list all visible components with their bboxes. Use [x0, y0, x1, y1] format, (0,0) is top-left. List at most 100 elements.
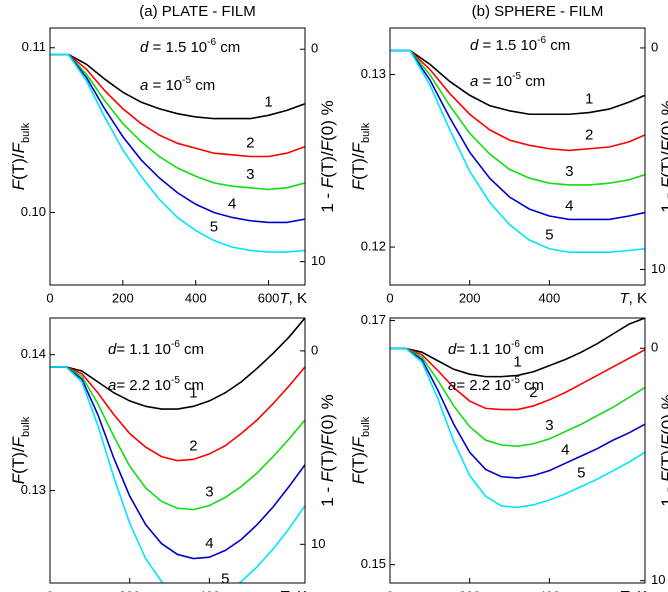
- series-label: 1: [189, 384, 197, 401]
- series-label: 3: [545, 417, 553, 434]
- y2-axis-label-part: F: [318, 470, 337, 482]
- x-axis-label-part: , K: [289, 290, 307, 307]
- series-line: [390, 318, 645, 378]
- plot-frame: [389, 317, 646, 584]
- y-tick-label: 0.15: [361, 556, 386, 571]
- annotation-sup: -6: [171, 339, 180, 350]
- series-line: [50, 366, 305, 583]
- y-tick-label: 0.17: [361, 312, 386, 327]
- y-axis-label-part: F: [349, 472, 368, 484]
- y-axis-label-part: bulk: [20, 416, 32, 437]
- plot-frame: [389, 27, 646, 286]
- series-label: 5: [545, 227, 553, 244]
- x-axis-label: T, K: [619, 588, 647, 592]
- x-tick-label: 200: [459, 290, 481, 305]
- y-axis-label-part: bulk: [360, 416, 372, 437]
- annotation-unit: cm: [546, 37, 570, 54]
- annotation: d= 1.1 10-6 cm: [448, 339, 544, 358]
- y2-tick-label: 0: [651, 39, 658, 54]
- y-axis-label-part: (T)/: [9, 153, 28, 180]
- x-axis-label-part: , K: [629, 290, 647, 307]
- y2-axis-label-part: 1 -: [658, 188, 668, 213]
- series-line: [390, 49, 645, 221]
- annotation-sup: -5: [171, 375, 180, 386]
- y-axis-label-part: F: [9, 472, 28, 484]
- y-axis-label-part: F: [9, 141, 28, 153]
- y2-axis-label: 1 - F(T)/F(0) %: [318, 394, 337, 506]
- series-line: [390, 49, 645, 116]
- annotation-unit: cm: [180, 341, 204, 358]
- annotation-sup: -5: [182, 75, 191, 86]
- annotation-unit: cm: [191, 77, 215, 94]
- y2-axis-label-part: F: [658, 176, 668, 188]
- annotation-text: = 2.2 10: [116, 377, 171, 394]
- x-tick-label: 0: [386, 290, 393, 305]
- y2-axis-label-part: (T)/: [658, 445, 668, 472]
- y2-axis-label: 1 - F(T)/F(0) %: [658, 100, 668, 212]
- x-tick-label: 400: [539, 588, 561, 592]
- annotation-unit: cm: [521, 73, 545, 90]
- x-axis-label: T, K: [279, 290, 307, 307]
- series-label: 3: [565, 163, 573, 180]
- annotation-var: d: [470, 37, 479, 54]
- annotation-sup: -5: [512, 71, 521, 82]
- y-axis-label-part: (T)/: [349, 447, 368, 474]
- x-axis-label-part: T: [279, 290, 290, 307]
- series-label: 5: [210, 218, 218, 235]
- y2-axis-label-part: (0) %: [318, 394, 337, 435]
- y2-axis-label-part: (T)/: [658, 151, 668, 178]
- series-label: 4: [228, 195, 236, 212]
- series-line: [50, 366, 305, 560]
- annotation-unit: cm: [216, 39, 240, 56]
- plot-frame: [49, 27, 306, 286]
- series-line: [50, 53, 305, 191]
- annotation-sup: -5: [511, 375, 520, 386]
- x-tick-label: 400: [539, 290, 561, 305]
- annotation: a= 2.2 10-5 cm: [108, 375, 204, 394]
- y-tick-label: 0.14: [21, 346, 46, 361]
- y2-axis-label-part: F: [658, 139, 668, 151]
- y2-tick-label: 10: [651, 261, 665, 276]
- annotation-unit: cm: [520, 341, 544, 358]
- y2-axis-label-part: (T)/: [318, 151, 337, 178]
- x-axis-label-part: , K: [289, 588, 307, 592]
- series-label: 3: [246, 166, 254, 183]
- y-axis-label-part: F: [9, 178, 28, 190]
- y2-tick-label: 10: [311, 536, 325, 551]
- x-tick-label: 400: [185, 290, 207, 305]
- annotation-text: = 1.1 10: [116, 341, 171, 358]
- series-label: 2: [529, 384, 537, 401]
- y-axis-label: F(T)/Fbulk: [349, 416, 371, 484]
- y-tick-label: 0.10: [21, 204, 46, 219]
- series-line: [50, 366, 305, 462]
- annotation-unit: cm: [520, 377, 544, 394]
- y2-tick-label: 10: [651, 572, 665, 587]
- series-label: 2: [189, 437, 197, 454]
- annotation-var: d: [448, 341, 457, 358]
- y2-axis-label-part: (0) %: [658, 100, 668, 141]
- y2-axis-label-part: F: [658, 433, 668, 445]
- x-tick-label: 0: [46, 290, 53, 305]
- x-tick-label: 200: [459, 588, 481, 592]
- y2-axis-label: 1 - F(T)/F(0) %: [318, 100, 337, 212]
- x-tick-label: 200: [112, 290, 134, 305]
- y-axis-label-part: F: [349, 141, 368, 153]
- annotation-var: a: [140, 77, 148, 94]
- y2-axis-label-part: 1 -: [318, 482, 337, 507]
- y-axis-label-part: F: [9, 435, 28, 447]
- y2-axis-label-part: F: [658, 470, 668, 482]
- panel-title: (b) SPHERE - FILM: [472, 3, 604, 20]
- series-line: [50, 53, 305, 120]
- annotation: d = 1.5 10-6 cm: [470, 35, 570, 54]
- annotation-text: = 1.5 10: [148, 39, 207, 56]
- x-axis-label-part: T: [619, 290, 630, 307]
- y2-tick-label: 0: [311, 342, 318, 357]
- y-axis-label: F(T)/Fbulk: [9, 416, 31, 484]
- x-tick-label: 600: [258, 290, 280, 305]
- series-line: [50, 53, 305, 224]
- series-label: 5: [577, 464, 585, 481]
- annotation-sup: -6: [511, 339, 520, 350]
- y-tick-label: 0.13: [361, 66, 386, 81]
- y2-axis-label-part: F: [318, 139, 337, 151]
